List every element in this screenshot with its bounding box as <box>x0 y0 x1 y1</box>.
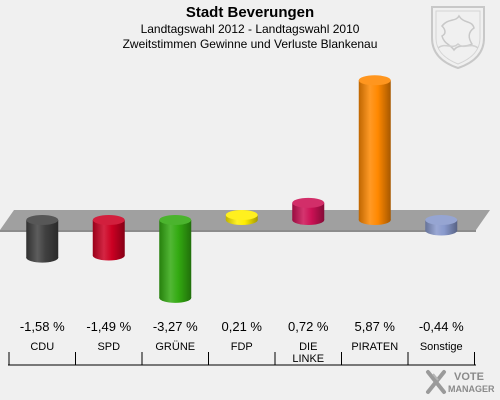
category-label-fdp: FDP <box>231 341 253 353</box>
bar-piraten-bottom <box>358 215 391 225</box>
bar-fdp-top <box>225 210 258 221</box>
bar-sonstige-top <box>425 215 458 225</box>
value-label-fdp: 0,21 % <box>222 319 263 334</box>
category-label-piraten: PIRATEN <box>351 341 398 353</box>
coat-of-arms-icon <box>431 6 485 70</box>
value-label-sonstige: -0,44 % <box>419 319 464 334</box>
chart-subtitle: Landtagswahl 2012 - Landtagswahl 2010 <box>140 22 360 36</box>
category-label-grüne: GRÜNE <box>155 341 195 353</box>
bar-grüne-top <box>159 215 192 225</box>
bar-spd <box>92 220 125 256</box>
value-label-die-linke: 0,72 % <box>288 319 329 334</box>
bar-piraten-top <box>358 75 391 86</box>
bar-sonstige-bottom <box>425 225 458 236</box>
value-label-grüne: -3,27 % <box>153 319 198 334</box>
bar-die-linke-top <box>292 197 325 208</box>
logo-manager-text: MANAGER <box>448 384 495 394</box>
logo-vote-text: VOTE <box>454 371 484 383</box>
baseline-platform-edge <box>0 230 476 232</box>
bar-grüne-bottom <box>159 292 192 303</box>
value-label-piraten: 5,87 % <box>355 319 396 334</box>
category-label-die-linke-1: DIE <box>299 341 317 353</box>
bar-die-linke-bottom <box>292 215 325 225</box>
vote-manager-logo: VOTE MANAGER <box>426 370 495 394</box>
bar-spd-bottom <box>92 250 125 261</box>
bar-cdu <box>26 220 59 258</box>
category-label-cdu: CDU <box>30 341 54 353</box>
bar-sonstige <box>425 220 458 231</box>
bar-cdu-bottom <box>26 252 59 263</box>
category-label-spd: SPD <box>97 341 120 353</box>
category-label-die-linke-2: LINKE <box>292 353 324 365</box>
value-label-spd: -1,49 % <box>86 319 131 334</box>
bar-cdu-top <box>26 215 59 225</box>
category-label-sonstige: Sonstige <box>420 341 463 353</box>
bar-piraten <box>358 80 391 220</box>
bar-spd-top <box>92 215 125 225</box>
chart-subtitle-2: Zweitstimmen Gewinne und Verluste Blanke… <box>122 37 378 51</box>
value-label-cdu: -1,58 % <box>20 319 65 334</box>
chart-title: Stadt Beverungen <box>185 4 315 21</box>
bar-grüne <box>159 220 192 298</box>
